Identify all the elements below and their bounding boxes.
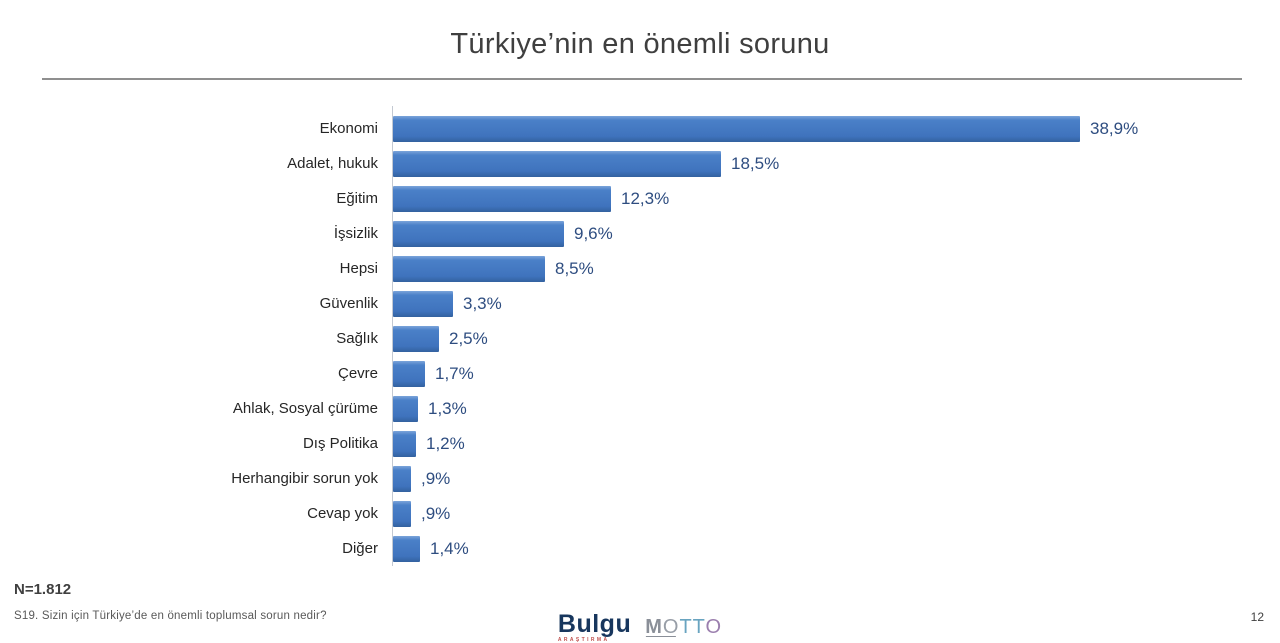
category-label: Cevap yok xyxy=(307,505,378,522)
bar-track: 1,3% xyxy=(393,391,467,426)
bar xyxy=(393,290,453,317)
category-label: Hepsi xyxy=(339,260,378,277)
footer-logos: Bulgu ARAŞTIRMA MOTTO xyxy=(558,612,722,643)
value-label: 8,5% xyxy=(555,258,594,278)
bar-track: ,9% xyxy=(393,496,450,531)
category-label: Diğer xyxy=(342,540,378,557)
motto-letter: M xyxy=(645,616,663,638)
bar-row: Güvenlik 3,3% xyxy=(0,286,1280,321)
bar xyxy=(393,220,564,247)
bar-row: Çevre 1,7% xyxy=(0,356,1280,391)
value-label: 1,3% xyxy=(428,398,467,418)
value-label: 38,9% xyxy=(1090,118,1139,138)
bar xyxy=(393,255,545,282)
bar xyxy=(393,115,1080,142)
category-label: Herhangibir sorun yok xyxy=(231,470,378,487)
bar-row: Dış Politika 1,2% xyxy=(0,426,1280,461)
bar-track: ,9% xyxy=(393,461,450,496)
bar-track: 2,5% xyxy=(393,321,488,356)
value-label: 2,5% xyxy=(449,328,488,348)
bar xyxy=(393,465,411,492)
bar-track: 1,4% xyxy=(393,531,469,566)
bar xyxy=(393,535,420,562)
bar-row: Sağlık 2,5% xyxy=(0,321,1280,356)
bar-track: 8,5% xyxy=(393,251,594,286)
page-number: 12 xyxy=(1250,610,1264,624)
bulgu-logo-subtext: ARAŞTIRMA xyxy=(557,637,610,643)
category-label: Sağlık xyxy=(336,330,378,347)
bar-track: 3,3% xyxy=(393,286,502,321)
bar xyxy=(393,325,439,352)
bar-row: İşsizlik 9,6% xyxy=(0,216,1280,251)
motto-letter: T xyxy=(679,616,693,638)
value-label: ,9% xyxy=(421,503,451,523)
value-label: 1,4% xyxy=(430,538,469,558)
category-label: İşsizlik xyxy=(333,225,378,242)
category-label: Ahlak, Sosyal çürüme xyxy=(232,400,378,417)
motto-logo: MOTTO xyxy=(645,617,722,643)
category-label: Güvenlik xyxy=(319,295,378,312)
bar-track: 12,3% xyxy=(393,181,669,216)
bar xyxy=(393,185,611,212)
bar-row: Adalet, hukuk 18,5% xyxy=(0,146,1280,181)
bar-chart: Ekonomi 38,9% Adalet, hukuk 18,5% Eğitim 12,3… xyxy=(0,111,1280,566)
bar-row: Eğitim 12,3% xyxy=(0,181,1280,216)
bar-row: Cevap yok ,9% xyxy=(0,496,1280,531)
bar xyxy=(393,360,425,387)
title-divider xyxy=(42,78,1242,80)
value-label: 1,2% xyxy=(426,433,465,453)
bar-track: 1,7% xyxy=(393,356,474,391)
category-label: Ekonomi xyxy=(319,120,378,137)
value-label: 9,6% xyxy=(574,223,613,243)
survey-question-label: S19. Sizin için Türkiye’de en önemli top… xyxy=(14,610,327,622)
motto-letter: O xyxy=(662,616,680,638)
bar-track: 38,9% xyxy=(393,111,1138,146)
chart-title: Türkiye’nin en önemli sorunu xyxy=(450,28,830,61)
bar xyxy=(393,430,416,457)
value-label: 3,3% xyxy=(463,293,502,313)
bar-track: 18,5% xyxy=(393,146,779,181)
bar-track: 9,6% xyxy=(393,216,613,251)
motto-logo-underline xyxy=(646,635,677,637)
bulgu-logo-text: Bulgu xyxy=(557,610,632,638)
bar xyxy=(393,500,411,527)
bar xyxy=(393,150,721,177)
motto-letter: O xyxy=(705,616,723,638)
category-label: Adalet, hukuk xyxy=(287,155,378,172)
value-label: 1,7% xyxy=(435,363,474,383)
bar-row: Ekonomi 38,9% xyxy=(0,111,1280,146)
category-label: Dış Politika xyxy=(302,435,378,452)
sample-size-label: N=1.812 xyxy=(14,581,72,598)
bar-row: Herhangibir sorun yok ,9% xyxy=(0,461,1280,496)
y-axis-line xyxy=(392,106,393,566)
value-label: 18,5% xyxy=(731,153,780,173)
bulgu-logo: Bulgu ARAŞTIRMA xyxy=(558,612,631,643)
motto-letter: T xyxy=(692,616,706,638)
bar-track: 1,2% xyxy=(393,426,465,461)
bar xyxy=(393,395,418,422)
value-label: 12,3% xyxy=(621,188,670,208)
bar-row: Diğer 1,4% xyxy=(0,531,1280,566)
bar-row: Ahlak, Sosyal çürüme 1,3% xyxy=(0,391,1280,426)
category-label: Çevre xyxy=(337,365,378,382)
category-label: Eğitim xyxy=(336,190,378,207)
value-label: ,9% xyxy=(421,468,451,488)
bar-row: Hepsi 8,5% xyxy=(0,251,1280,286)
